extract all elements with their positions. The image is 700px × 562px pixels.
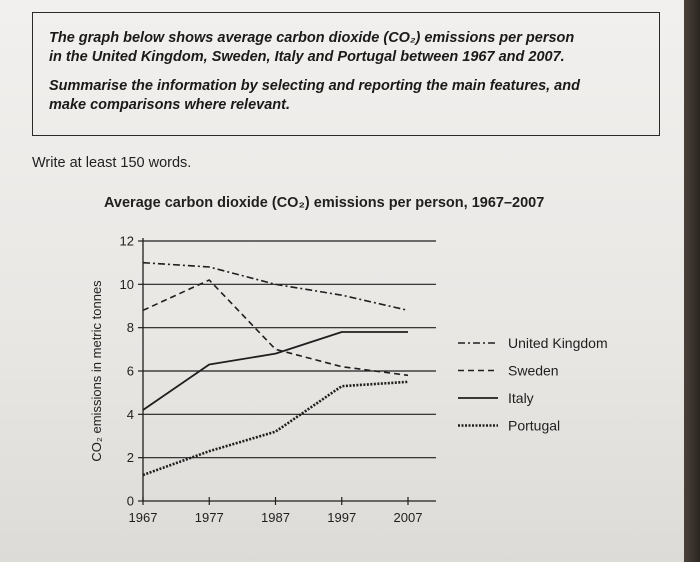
task-line-4: make comparisons where relevant.	[49, 97, 290, 113]
task-prompt-paragraph-1: The graph below shows average carbon dio…	[49, 29, 645, 67]
legend-label-sweden: Sweden	[508, 363, 559, 379]
series-line-portugal	[142, 380, 409, 477]
axis-layer: 0 2 4 6 8 10 12 1967 1977 1987 1997 2007	[120, 234, 436, 525]
legend-layer: United Kingdom Sweden Italy Portugal	[458, 335, 608, 434]
grid-layer	[143, 240, 436, 459]
y-axis-title: CO₂ emissions in metric tonnes	[89, 280, 104, 462]
x-tick-label-1967: 1967	[129, 510, 158, 525]
line-chart: 0 2 4 6 8 10 12 1967 1977 1987 1997 2007 United Kin…	[89, 234, 608, 526]
y-tick-label-4: 4	[127, 407, 134, 422]
task-line-2: in the United Kingdom, Sweden, Italy and…	[49, 49, 565, 65]
task-line-3: Summarise the information by selecting a…	[49, 78, 580, 94]
legend-label-united-kingdom: United Kingdom	[508, 335, 608, 351]
y-tick-label-10: 10	[120, 277, 134, 292]
photographed-page: The graph below shows average carbon dio…	[0, 0, 684, 562]
x-tick-label-1977: 1977	[195, 510, 224, 525]
task-line-1: The graph below shows average carbon dio…	[49, 30, 575, 46]
chart-title: Average carbon dioxide (CO₂) emissions p…	[104, 195, 545, 211]
legend-label-portugal: Portugal	[508, 418, 560, 434]
x-tick-label-2007: 2007	[394, 510, 423, 525]
y-tick-label-12: 12	[120, 234, 134, 249]
y-tick-label-2: 2	[127, 450, 134, 465]
x-tick-label-1987: 1987	[261, 510, 290, 525]
background-edge	[684, 0, 700, 562]
y-tick-label-6: 6	[127, 364, 134, 379]
task-prompt-paragraph-2: Summarise the information by selecting a…	[49, 77, 645, 115]
series-layer	[142, 261, 409, 477]
series-line-united-kingdom	[142, 261, 409, 312]
word-count-instruction: Write at least 150 words.	[32, 155, 192, 171]
y-tick-label-0: 0	[127, 494, 134, 509]
x-tick-label-1997: 1997	[327, 510, 356, 525]
task-prompt-box: The graph below shows average carbon dio…	[32, 12, 660, 136]
y-tick-label-8: 8	[127, 320, 134, 335]
legend-label-italy: Italy	[508, 390, 534, 406]
